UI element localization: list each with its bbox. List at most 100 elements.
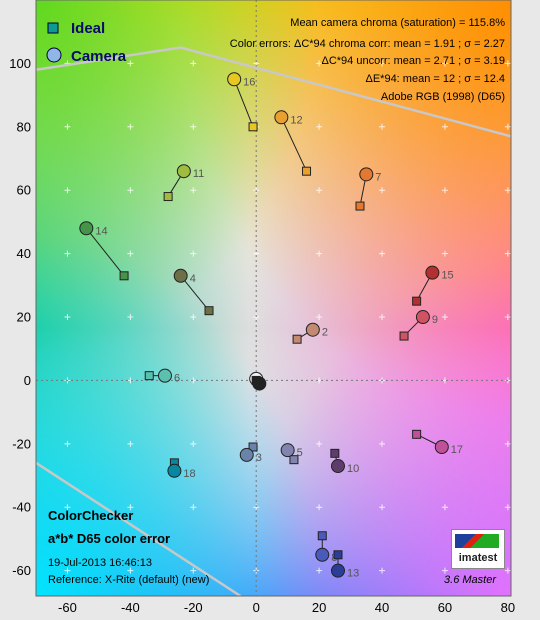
grid-cross bbox=[64, 314, 71, 321]
plot-frame bbox=[35, 0, 512, 597]
patch-label-6: 6 bbox=[174, 373, 180, 385]
grid-cross bbox=[504, 250, 511, 257]
patch-label-16: 16 bbox=[243, 76, 255, 88]
camera-marker-8 bbox=[315, 547, 330, 562]
info-box: Mean camera chroma (saturation) = 115.8%… bbox=[230, 17, 505, 103]
grid-cross bbox=[316, 567, 323, 574]
grid-cross bbox=[504, 314, 511, 321]
grid-cross bbox=[441, 504, 448, 511]
ideal-marker-6 bbox=[144, 371, 154, 381]
grid-cross bbox=[316, 250, 323, 257]
camera-marker-15 bbox=[425, 265, 440, 280]
grid-cross bbox=[190, 123, 197, 130]
y-tick-label: -60 bbox=[12, 563, 31, 578]
plot-background bbox=[36, 0, 511, 596]
y-tick-label: 0 bbox=[24, 373, 31, 388]
ideal-marker-9 bbox=[399, 331, 409, 341]
grid-cross bbox=[190, 504, 197, 511]
grid-cross bbox=[504, 440, 511, 447]
x-tick-label: -20 bbox=[184, 600, 203, 615]
zero-axes bbox=[36, 0, 511, 596]
chart-title-block: ColorChecker a*b* D65 color error 19-Jul… bbox=[48, 508, 497, 586]
grid-cross bbox=[316, 440, 323, 447]
ideal-marker-11 bbox=[163, 192, 173, 202]
camera-marker-13 bbox=[330, 563, 345, 578]
chart-reference: Reference: X-Rite (default) (new) bbox=[48, 574, 209, 586]
y-tick-label: 40 bbox=[17, 246, 31, 261]
ideal-marker-3 bbox=[248, 442, 258, 452]
patch-label-7: 7 bbox=[375, 171, 381, 183]
grid-cross bbox=[504, 60, 511, 67]
chart-date: 19-Jul-2013 16:46:13 bbox=[48, 557, 152, 569]
camera-marker-2 bbox=[305, 322, 320, 337]
camera-marker-17 bbox=[434, 440, 449, 454]
grid-cross bbox=[379, 187, 386, 194]
patch-label-18: 18 bbox=[183, 468, 195, 480]
chart-title-line-1: ColorChecker bbox=[48, 508, 133, 523]
grid-cross bbox=[190, 187, 197, 194]
ideal-marker-7 bbox=[355, 201, 365, 211]
camera-marker-10 bbox=[330, 459, 345, 474]
grid-cross bbox=[64, 567, 71, 574]
ideal-marker-4 bbox=[204, 306, 214, 316]
grid-cross bbox=[127, 187, 134, 194]
legend-ideal-marker bbox=[47, 22, 59, 34]
info-line-4: ΔE*94: mean = 12 ; σ = 12.4 bbox=[365, 73, 505, 85]
legend-ideal-label: Ideal bbox=[71, 20, 105, 37]
grid-cross bbox=[504, 187, 511, 194]
patch-label-4: 4 bbox=[190, 273, 196, 285]
camera-marker-3 bbox=[239, 447, 254, 462]
imatest-logo: imatest bbox=[451, 529, 505, 569]
ideal-marker-8 bbox=[317, 531, 327, 541]
patch-label-11: 11 bbox=[193, 168, 204, 180]
camera-marker-5 bbox=[280, 443, 295, 458]
y-tick-label: 100 bbox=[9, 56, 31, 71]
camera-marker-7 bbox=[359, 167, 374, 182]
grid-cross bbox=[379, 314, 386, 321]
y-tick-label: 60 bbox=[17, 183, 31, 198]
ideal-marker-14 bbox=[119, 271, 129, 281]
patch-label-9: 9 bbox=[432, 314, 438, 326]
grid-cross bbox=[64, 504, 71, 511]
ideal-marker-17 bbox=[412, 429, 422, 439]
error-line-4 bbox=[180, 275, 210, 311]
info-line-1: Mean camera chroma (saturation) = 115.8% bbox=[290, 17, 505, 29]
logo-text: imatest bbox=[458, 552, 498, 564]
camera-marker-11 bbox=[176, 164, 191, 179]
ideal-marker-5 bbox=[289, 455, 299, 465]
info-line-5: Adobe RGB (1998) (D65) bbox=[381, 91, 505, 103]
grid-cross bbox=[441, 250, 448, 257]
ideal-marker-2 bbox=[292, 334, 302, 344]
grid-cross bbox=[316, 314, 323, 321]
gamut-line-upper bbox=[36, 46, 511, 138]
grid-cross bbox=[190, 250, 197, 257]
gamut-boundary bbox=[36, 46, 511, 596]
camera-marker-6 bbox=[157, 368, 172, 383]
camera-marker-20 bbox=[252, 376, 267, 391]
grid-cross bbox=[504, 567, 511, 574]
grid-cross bbox=[316, 504, 323, 511]
x-tick-label: -60 bbox=[58, 600, 77, 615]
y-tick-label: -40 bbox=[12, 500, 31, 515]
grid-cross bbox=[64, 187, 71, 194]
software-version: 3.6 Master bbox=[444, 574, 497, 586]
grid-cross bbox=[127, 567, 134, 574]
logo-graphic bbox=[455, 534, 499, 548]
grid-cross bbox=[127, 250, 134, 257]
legend-camera-label: Camera bbox=[71, 48, 127, 65]
grid-cross bbox=[441, 60, 448, 67]
patch-label-12: 12 bbox=[290, 114, 302, 126]
grid-cross bbox=[379, 250, 386, 257]
patch-label-17: 17 bbox=[451, 444, 463, 456]
grid-cross bbox=[190, 314, 197, 321]
y-tick-label: 80 bbox=[17, 119, 31, 134]
camera-marker-14 bbox=[79, 221, 94, 236]
grid-cross bbox=[379, 504, 386, 511]
legend-camera-marker bbox=[46, 47, 62, 63]
x-tick-label: 60 bbox=[438, 600, 452, 615]
grid-cross bbox=[504, 123, 511, 130]
grid-cross bbox=[190, 60, 197, 67]
x-tick-label: 20 bbox=[312, 600, 326, 615]
grid-cross bbox=[316, 60, 323, 67]
